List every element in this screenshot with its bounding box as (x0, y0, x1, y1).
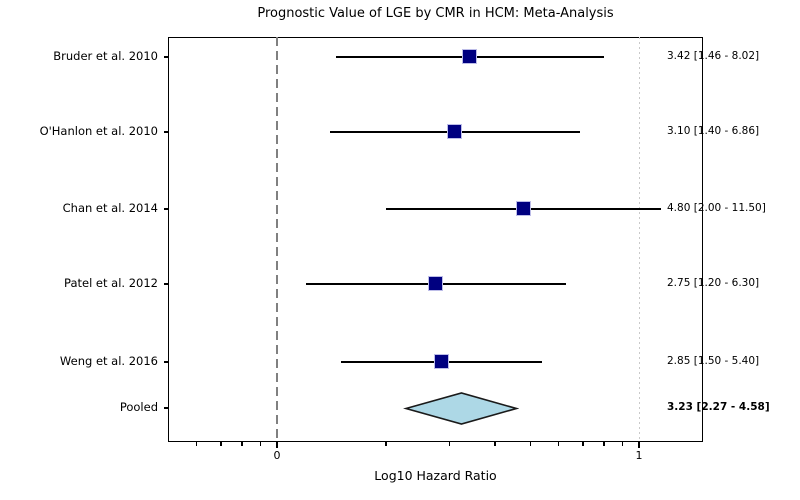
x-major-tick (276, 442, 278, 448)
x-minor-tick (259, 442, 262, 446)
y-tick (164, 361, 168, 363)
plot-area (168, 37, 703, 442)
x-tick-label: 1 (635, 449, 643, 462)
study-label: Bruder et al. 2010 (53, 49, 158, 63)
effect-annotation: 2.85 [1.50 - 5.40] (667, 355, 760, 367)
y-tick (164, 283, 168, 285)
x-minor-tick (241, 442, 243, 446)
x-minor-tick (220, 442, 222, 446)
study-label: Pooled (119, 400, 158, 414)
pooled-diamond (402, 391, 520, 425)
x-tick-label: 0 (273, 449, 281, 462)
effect-marker (515, 201, 531, 216)
study-label: Patel et al. 2012 (64, 276, 158, 290)
effect-marker (462, 49, 478, 64)
study-label: O'Hanlon et al. 2010 (39, 124, 158, 138)
effect-annotation: 3.10 [1.40 - 6.86] (667, 125, 760, 137)
x-minor-tick (385, 442, 387, 446)
y-tick (164, 131, 168, 133)
x-axis-label: Log10 Hazard Ratio (374, 468, 497, 483)
x-minor-tick (494, 442, 496, 446)
x-minor-tick (529, 442, 531, 446)
study-label: Weng et al. 2016 (59, 354, 158, 368)
x-minor-tick (582, 442, 584, 446)
effect-annotation: 4.80 [2.00 - 11.50] (667, 202, 766, 214)
effect-marker (433, 354, 449, 369)
chart-title: Prognostic Value of LGE by CMR in HCM: M… (257, 6, 614, 21)
effect-annotation: 3.42 [1.46 - 8.02] (667, 50, 760, 62)
x-minor-tick (196, 442, 198, 446)
decade-line (638, 37, 640, 442)
effect-marker (428, 276, 444, 291)
effect-annotation: 2.75 [1.20 - 6.30] (667, 277, 760, 289)
study-label: Chan et al. 2014 (62, 201, 158, 215)
x-minor-tick (603, 442, 605, 446)
x-minor-tick (449, 442, 451, 446)
y-tick (164, 407, 168, 409)
effect-annotation: 3.23 [2.27 - 4.58] (667, 401, 770, 413)
x-minor-tick (558, 442, 560, 446)
effect-marker (446, 124, 462, 139)
null-effect-line (276, 37, 278, 442)
y-tick (164, 56, 168, 58)
x-major-tick (638, 442, 640, 448)
x-minor-tick (621, 442, 624, 446)
y-tick (164, 208, 168, 210)
